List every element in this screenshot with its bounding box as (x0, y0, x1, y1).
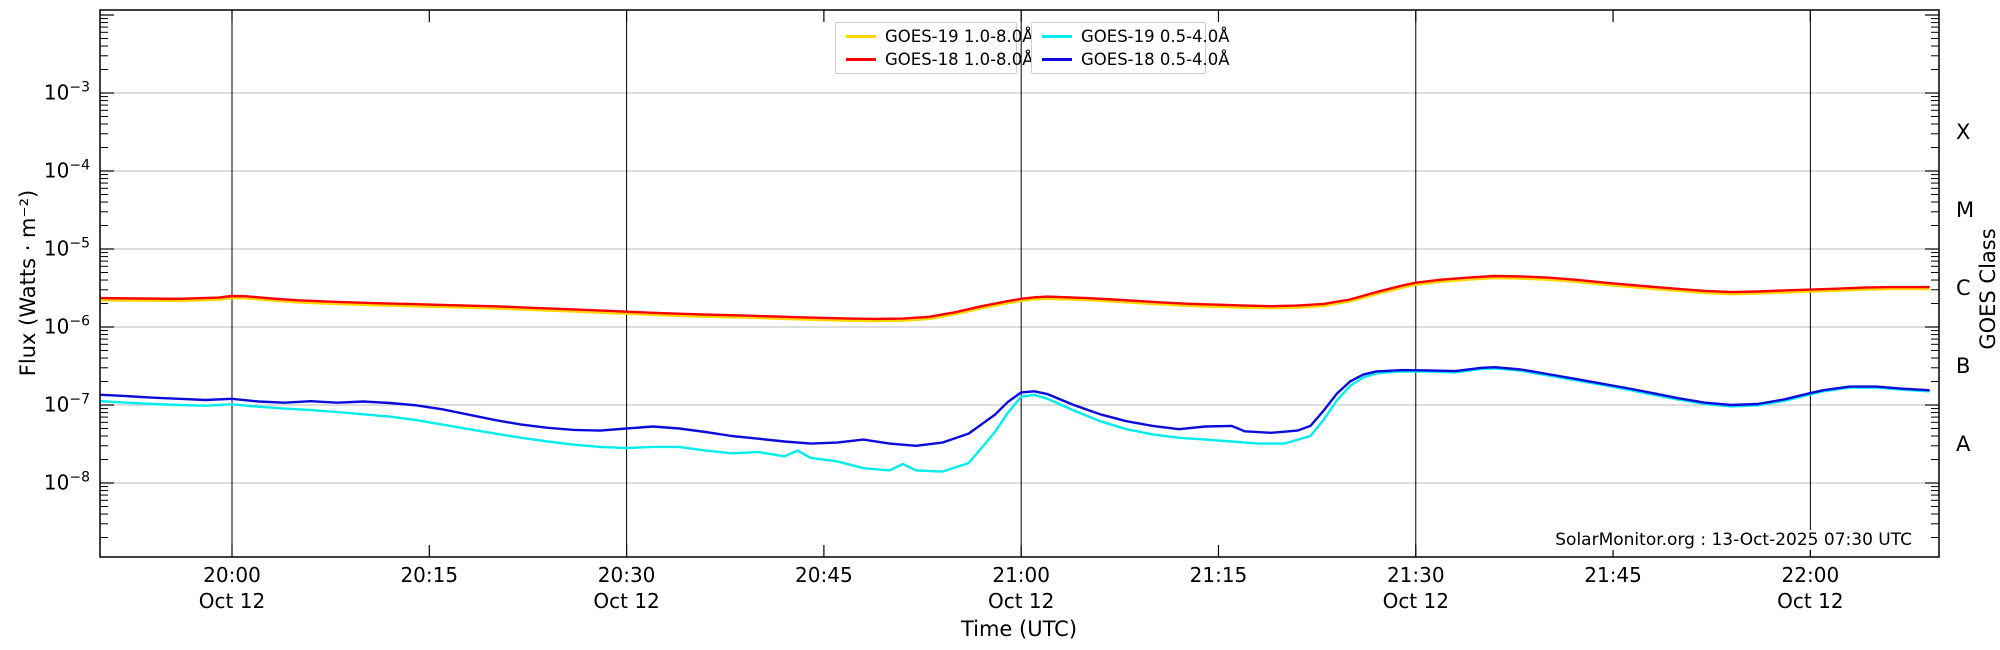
x-axis-label: Time (UTC) (960, 617, 1078, 641)
x-tick-label: 20:00 (203, 563, 261, 587)
x-tick-date-label: Oct 12 (1777, 589, 1844, 613)
legend-entry-goes18-short: GOES-18 0.5-4.0Å (1042, 48, 1230, 71)
x-tick-label: 21:15 (1189, 563, 1248, 587)
goes-class-letter-a: A (1956, 432, 1971, 456)
source-note: SolarMonitor.org : 13-Oct-2025 07:30 UTC (1551, 530, 1916, 550)
legend-swatch-goes19-short (1042, 35, 1072, 38)
y-axis-label-left: Flux (Watts · m⁻²) (16, 189, 40, 377)
y-tick-label: 10−5 (43, 235, 90, 261)
curve-goes-18-1.0-8.0å (100, 274, 1930, 321)
x-tick-label: 20:45 (795, 563, 853, 587)
legend-label: GOES-19 0.5-4.0Å (1081, 27, 1230, 46)
legend-swatch-goes18-short (1042, 58, 1072, 61)
goes-class-letter-x: X (1956, 120, 1971, 144)
x-tick-label: 21:45 (1584, 563, 1642, 587)
y-tick-label: 10−3 (43, 79, 90, 105)
legend-box-long-channel: GOES-19 1.0-8.0Å GOES-18 1.0-8.0Å (835, 22, 1034, 74)
legend-entry-goes18-long: GOES-18 1.0-8.0Å (846, 48, 1034, 71)
x-tick-label: 20:15 (400, 563, 459, 587)
legend-box-short-channel: GOES-19 0.5-4.0Å GOES-18 0.5-4.0Å (1031, 22, 1230, 74)
y-axis-label-right: GOES Class (1976, 228, 2000, 350)
x-tick-date-label: Oct 12 (987, 589, 1055, 613)
y-tick-label: 10−8 (43, 469, 90, 495)
x-tick-date-label: Oct 12 (198, 589, 266, 613)
goes-class-letter-c: C (1956, 276, 1971, 300)
y-tick-label: 10−7 (43, 391, 90, 417)
goes-class-letter-b: B (1956, 354, 1971, 378)
curve-goes-18-0.5-4.0å (100, 366, 1930, 447)
x-tick-date-label: Oct 12 (1382, 589, 1449, 613)
legend-swatch-goes19-long (846, 35, 876, 38)
x-tick-label: 21:00 (992, 563, 1050, 587)
legend-label: GOES-18 0.5-4.0Å (1081, 50, 1230, 69)
goes-class-letter-m: M (1956, 198, 1975, 222)
y-tick-label: 10−6 (43, 313, 90, 339)
x-tick-label: 20:30 (597, 563, 656, 587)
legend-entry-goes19-short: GOES-19 0.5-4.0Å (1042, 25, 1230, 48)
legend-swatch-goes18-long (846, 58, 876, 61)
x-tick-date-label: Oct 12 (593, 589, 660, 613)
legend-label: GOES-18 1.0-8.0Å (885, 50, 1034, 69)
curve-goes-19-1.0-8.0å (100, 276, 1930, 323)
x-tick-label: 22:00 (1781, 563, 1840, 587)
y-tick-label: 10−4 (43, 157, 90, 183)
x-tick-label: 21:30 (1386, 563, 1445, 587)
legend-label: GOES-19 1.0-8.0Å (885, 27, 1034, 46)
plot-border (99, 9, 1940, 558)
legend-entry-goes19-long: GOES-19 1.0-8.0Å (846, 25, 1034, 48)
curve-goes-19-0.5-4.0å (100, 367, 1930, 473)
